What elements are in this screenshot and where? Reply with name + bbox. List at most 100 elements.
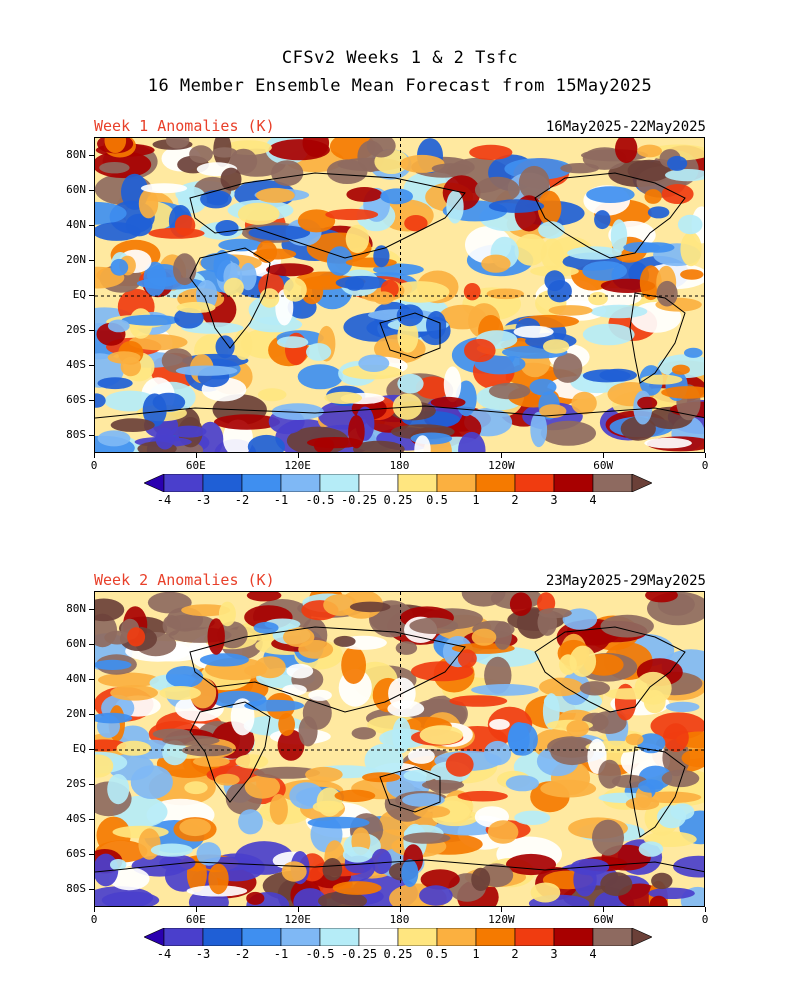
lat-label-40n: 40N (66, 217, 86, 231)
lat-label-20s: 20S (66, 777, 86, 791)
lat-label-60s: 60S (66, 393, 86, 407)
lat-label-eq: EQ (72, 288, 86, 301)
lon-tick (705, 907, 706, 912)
lat-label-40n: 40N (66, 671, 86, 685)
map-week2 (94, 591, 705, 907)
lon-tick (705, 453, 706, 458)
colorbar-label: -0.25 (340, 947, 378, 961)
colorbar-swatch (592, 473, 633, 493)
colorbar-label: -1 (273, 947, 289, 961)
lat-tick (89, 295, 94, 296)
lat-label-40s: 40S (66, 358, 86, 372)
lat-tick (89, 400, 94, 402)
colorbar-swatch (202, 927, 243, 947)
lon-label-120e: 120E (284, 459, 311, 472)
lon-label-60w: 60W (593, 459, 614, 472)
lon-tick (399, 907, 401, 912)
colorbar-swatch (436, 473, 477, 493)
colorbar-label: -3 (195, 947, 211, 961)
colorbar-label: -4 (156, 947, 172, 961)
lat-tick (89, 189, 94, 191)
colorbar-swatch (436, 927, 477, 947)
colorbar-label: 3 (550, 947, 558, 961)
colorbar-swatch (514, 473, 555, 493)
lat-tick (89, 643, 94, 645)
lat-label-40s: 40S (66, 812, 86, 826)
lon-label-60e: 60E (185, 459, 206, 472)
anomaly-field-1 (95, 138, 704, 452)
colorbar-label: 0.5 (426, 493, 448, 507)
panel-week1-dates: 16May2025-22May2025 (545, 119, 706, 135)
lon-tick (297, 453, 299, 458)
lon-label-0: 0 (701, 913, 709, 926)
panel-week1-title: Week 1 Anomalies (K) (94, 117, 275, 135)
colorbar-label: -0.5 (305, 947, 335, 961)
lat-label-80s: 80S (66, 428, 86, 442)
colorbar-swatch (319, 473, 360, 493)
colorbar-label: -4 (156, 493, 172, 507)
colorbar-label: -3 (195, 493, 211, 507)
colorbar-swatch (163, 927, 204, 947)
map-week1 (94, 137, 705, 453)
colorbar-label: 0.5 (426, 947, 448, 961)
lat-tick (89, 784, 94, 786)
colorbar-label: -1 (273, 493, 289, 507)
lon-label-180: 180 (389, 459, 410, 472)
lon-label-60w: 60W (593, 913, 614, 926)
lat-label-eq: EQ (72, 742, 86, 755)
lon-label-120w: 120W (488, 913, 515, 926)
colorbar-swatch (358, 473, 399, 493)
lon-tick (399, 453, 401, 458)
colorbar-swatch (514, 927, 555, 947)
colorbar-label: 0.25 (383, 947, 413, 961)
lon-label-60e: 60E (185, 913, 206, 926)
colorbar-swatch (358, 927, 399, 947)
lat-label-80n: 80N (66, 601, 86, 615)
colorbar-label: 2 (511, 493, 519, 507)
colorbar-week2: -4 -3 -2 -1 -0.5 -0.25 0.25 0.5 1 2 3 4 (143, 927, 653, 961)
lat-label-20n: 20N (66, 706, 86, 720)
lat-tick (89, 713, 94, 715)
lon-label-0: 0 (90, 459, 98, 472)
colorbar-label: -0.5 (305, 493, 335, 507)
colorbar-swatch-max (631, 473, 653, 493)
lon-label-0: 0 (90, 913, 98, 926)
colorbar-label: -0.25 (340, 493, 378, 507)
colorbar-swatch (241, 927, 282, 947)
colorbar-label: -2 (234, 493, 250, 507)
colorbar-swatch-min (143, 927, 165, 947)
colorbar-label: 0.25 (383, 493, 413, 507)
colorbar-swatches (143, 473, 653, 493)
colorbar-label: 4 (589, 947, 597, 961)
colorbar-swatch (553, 473, 594, 493)
colorbar-label: 1 (472, 947, 480, 961)
colorbar-swatches (143, 927, 653, 947)
colorbar-swatch (163, 473, 204, 493)
colorbar-swatch (202, 473, 243, 493)
lon-tick (195, 453, 197, 458)
colorbar-swatch (280, 927, 321, 947)
lat-tick (89, 154, 94, 156)
lon-tick (94, 907, 95, 912)
lat-tick (89, 435, 94, 437)
colorbar-label: 3 (550, 493, 558, 507)
colorbar-swatch (397, 927, 438, 947)
lat-tick (89, 854, 94, 856)
colorbar-swatch (280, 473, 321, 493)
lat-tick (89, 330, 94, 332)
lon-label-120e: 120E (284, 913, 311, 926)
colorbar-label: -2 (234, 947, 250, 961)
colorbar-swatch (553, 927, 594, 947)
lat-tick (89, 889, 94, 891)
panel-week2-title: Week 2 Anomalies (K) (94, 571, 275, 589)
lon-tick (297, 907, 299, 912)
figure-title-line2: 16 Member Ensemble Mean Forecast from 15… (147, 76, 653, 96)
lat-tick (89, 678, 94, 680)
lat-label-20s: 20S (66, 323, 86, 337)
lat-label-60n: 60N (66, 182, 86, 196)
colorbar-swatch-min (143, 473, 165, 493)
colorbar-swatch-max (631, 927, 653, 947)
colorbar-label: 2 (511, 947, 519, 961)
lat-tick (89, 224, 94, 226)
lon-label-0: 0 (701, 459, 709, 472)
